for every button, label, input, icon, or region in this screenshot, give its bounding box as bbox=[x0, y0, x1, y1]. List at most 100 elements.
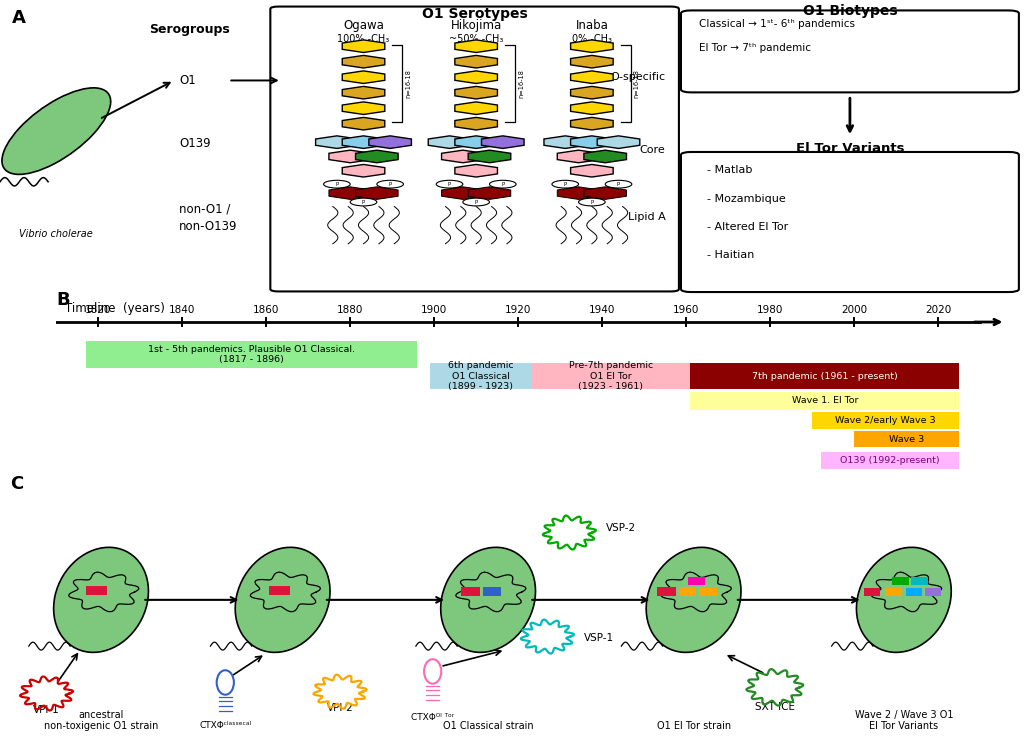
Text: 1880: 1880 bbox=[337, 305, 364, 315]
Text: Inaba: Inaba bbox=[575, 19, 608, 32]
Ellipse shape bbox=[440, 548, 536, 653]
Ellipse shape bbox=[856, 548, 951, 653]
Circle shape bbox=[605, 180, 632, 188]
Text: VSP-1: VSP-1 bbox=[584, 633, 613, 644]
Text: 1980: 1980 bbox=[757, 305, 783, 315]
Text: P: P bbox=[501, 182, 505, 187]
Polygon shape bbox=[570, 118, 613, 130]
Text: O1 Serotypes: O1 Serotypes bbox=[422, 7, 527, 22]
Text: 7th pandemic (1961 - present): 7th pandemic (1961 - present) bbox=[752, 372, 898, 381]
Polygon shape bbox=[342, 86, 385, 99]
Polygon shape bbox=[355, 150, 398, 162]
Polygon shape bbox=[455, 55, 498, 68]
Text: 1st - 5th pandemics. Plausible O1 Classical.
(1817 - 1896): 1st - 5th pandemics. Plausible O1 Classi… bbox=[148, 345, 355, 364]
Text: El Tor Variants: El Tor Variants bbox=[796, 142, 904, 154]
Text: - Altered El Tor: - Altered El Tor bbox=[707, 222, 787, 232]
Text: Core: Core bbox=[640, 145, 666, 155]
Text: Wave 1. El Tor: Wave 1. El Tor bbox=[792, 396, 858, 405]
Polygon shape bbox=[342, 118, 385, 130]
Text: n=16-18: n=16-18 bbox=[518, 69, 524, 98]
Bar bbox=[430, 363, 530, 389]
Text: O139: O139 bbox=[179, 136, 211, 150]
Text: 2000: 2000 bbox=[841, 305, 867, 315]
Polygon shape bbox=[557, 187, 600, 200]
Polygon shape bbox=[468, 150, 511, 162]
Text: P: P bbox=[590, 200, 594, 205]
Bar bbox=[688, 577, 706, 585]
Bar bbox=[911, 577, 928, 585]
Text: n=16-18: n=16-18 bbox=[634, 69, 640, 98]
Text: Timeline  (years): Timeline (years) bbox=[65, 302, 165, 314]
Bar bbox=[483, 587, 501, 596]
Polygon shape bbox=[441, 187, 484, 200]
Circle shape bbox=[579, 198, 605, 206]
Polygon shape bbox=[329, 187, 372, 200]
Circle shape bbox=[436, 180, 463, 188]
Text: VPI-1: VPI-1 bbox=[33, 705, 60, 715]
Polygon shape bbox=[481, 136, 524, 148]
Polygon shape bbox=[342, 71, 385, 83]
Polygon shape bbox=[570, 136, 613, 148]
Text: CTXΦᴼˡ ᵀᵒʳ: CTXΦᴼˡ ᵀᵒʳ bbox=[411, 714, 455, 723]
Text: - Mozambique: - Mozambique bbox=[707, 194, 785, 203]
Polygon shape bbox=[455, 136, 498, 148]
Polygon shape bbox=[570, 40, 613, 52]
Polygon shape bbox=[342, 102, 385, 115]
Text: ~50% -CH₃: ~50% -CH₃ bbox=[449, 34, 504, 44]
Circle shape bbox=[489, 180, 516, 188]
Ellipse shape bbox=[217, 670, 233, 694]
Text: O1 Biotypes: O1 Biotypes bbox=[803, 4, 897, 19]
Text: Vibrio cholerae: Vibrio cholerae bbox=[19, 229, 93, 239]
Polygon shape bbox=[570, 86, 613, 99]
Bar bbox=[86, 586, 106, 595]
Polygon shape bbox=[570, 165, 613, 177]
Text: ancestral
non-toxigenic O1 strain: ancestral non-toxigenic O1 strain bbox=[44, 710, 159, 732]
Ellipse shape bbox=[53, 548, 148, 653]
Text: P: P bbox=[616, 182, 621, 187]
Polygon shape bbox=[342, 165, 385, 177]
FancyBboxPatch shape bbox=[681, 152, 1019, 292]
Text: 1840: 1840 bbox=[169, 305, 196, 315]
Text: 1900: 1900 bbox=[421, 305, 447, 315]
Text: Hikojima: Hikojima bbox=[451, 19, 502, 32]
Text: 100% -CH₃: 100% -CH₃ bbox=[337, 34, 390, 44]
Polygon shape bbox=[455, 86, 498, 99]
Bar bbox=[812, 412, 959, 429]
Polygon shape bbox=[342, 136, 385, 148]
Text: P: P bbox=[563, 182, 567, 187]
Polygon shape bbox=[544, 136, 587, 148]
Bar bbox=[854, 431, 959, 447]
Text: VSP-2: VSP-2 bbox=[605, 523, 636, 533]
Text: Wave 3: Wave 3 bbox=[889, 434, 925, 443]
Text: O1 El Tor strain: O1 El Tor strain bbox=[656, 721, 731, 732]
Circle shape bbox=[463, 198, 489, 206]
FancyBboxPatch shape bbox=[270, 7, 679, 291]
Polygon shape bbox=[342, 40, 385, 52]
Circle shape bbox=[552, 180, 579, 188]
Text: 2020: 2020 bbox=[925, 305, 951, 315]
Polygon shape bbox=[342, 55, 385, 68]
Text: CTXΦᶜˡᵃˢˢᵉᶜᵃˡ: CTXΦᶜˡᵃˢˢᵉᶜᵃˡ bbox=[200, 721, 251, 730]
Text: O1: O1 bbox=[179, 74, 196, 87]
Text: 1940: 1940 bbox=[589, 305, 615, 315]
Polygon shape bbox=[455, 165, 498, 177]
Text: A: A bbox=[12, 9, 27, 27]
Polygon shape bbox=[455, 118, 498, 130]
Text: - Haitian: - Haitian bbox=[707, 250, 754, 260]
Ellipse shape bbox=[2, 88, 111, 174]
Bar bbox=[462, 587, 480, 596]
Text: O-specific: O-specific bbox=[610, 72, 666, 82]
Text: Lipid A: Lipid A bbox=[628, 212, 666, 222]
Text: El Tor → 7ᵗʰ pandemic: El Tor → 7ᵗʰ pandemic bbox=[699, 43, 811, 53]
Polygon shape bbox=[369, 136, 412, 148]
Polygon shape bbox=[441, 150, 484, 162]
Text: Classical → 1ˢᵗ- 6ᵗʰ pandemics: Classical → 1ˢᵗ- 6ᵗʰ pandemics bbox=[699, 19, 855, 29]
Polygon shape bbox=[315, 136, 358, 148]
Text: - Matlab: - Matlab bbox=[707, 165, 752, 175]
Text: O139 (1992-present): O139 (1992-present) bbox=[840, 456, 940, 465]
Bar bbox=[690, 363, 959, 389]
Ellipse shape bbox=[424, 659, 441, 684]
Text: O1 Classical strain: O1 Classical strain bbox=[442, 721, 534, 732]
Bar bbox=[925, 589, 941, 596]
Text: SXT ICE: SXT ICE bbox=[755, 702, 795, 712]
